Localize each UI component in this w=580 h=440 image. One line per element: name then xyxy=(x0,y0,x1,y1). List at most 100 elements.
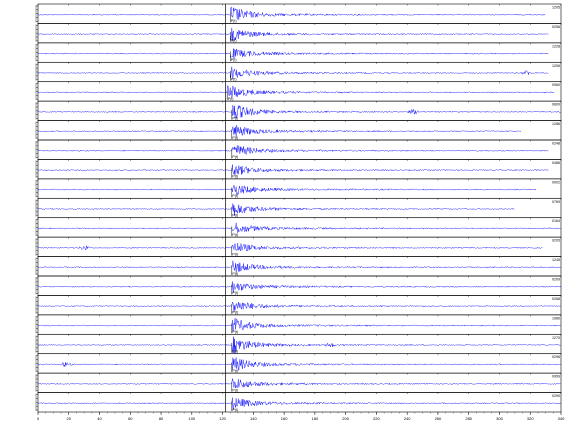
phase-label: P(t) xyxy=(232,233,238,237)
amplitude-ticks xyxy=(35,393,38,411)
x-tick-label: 300 xyxy=(496,416,503,421)
panel-frame xyxy=(37,23,562,44)
trace-panel: P(t) 1228 xyxy=(35,42,562,63)
trace-panel: P(t) 0209 xyxy=(35,275,562,296)
station-label: 0290 xyxy=(552,394,560,398)
waveform-trace xyxy=(37,185,537,195)
waveform-trace xyxy=(37,203,515,216)
waveform-trace xyxy=(37,105,561,119)
station-label: 0209 xyxy=(552,278,560,282)
trace-panel: P(t) 0960 xyxy=(35,81,562,102)
waveform-trace xyxy=(37,27,549,42)
phase-label: P(t) xyxy=(231,78,237,82)
waveform-trace xyxy=(37,397,561,410)
amplitude-ticks xyxy=(35,5,38,23)
phase-label: P(t) xyxy=(231,39,237,43)
amplitude-ticks xyxy=(35,82,38,101)
phase-label: P(t) xyxy=(232,350,238,354)
x-tick-label: 80 xyxy=(159,416,164,421)
x-tick-label: 180 xyxy=(312,416,319,421)
x-tick-label: 60 xyxy=(128,416,133,421)
station-label: 0205 xyxy=(552,239,560,243)
trace-panel: P(t) 0256 xyxy=(35,23,562,44)
trace-panel: P(t) 0290 xyxy=(35,392,562,413)
x-tick-label: 220 xyxy=(373,416,380,421)
phase-label: P(t) xyxy=(232,311,238,315)
station-label: 1080 xyxy=(552,316,560,320)
x-tick-label: 120 xyxy=(219,416,226,421)
phase-label: P(t) xyxy=(232,291,238,295)
panel-frame xyxy=(37,61,562,83)
station-label: 0248 xyxy=(552,142,560,146)
panel-frame xyxy=(37,178,562,199)
trace-panel: P(t) 1205 xyxy=(35,3,562,24)
panel-frame xyxy=(37,3,562,24)
panel-frame xyxy=(37,392,562,413)
x-axis: 0 20 40 60 80 100 120 140 160 180 200 220 240 260 280 3… xyxy=(37,412,565,421)
x-tick-label: 280 xyxy=(465,416,472,421)
phase-label: P(t) xyxy=(232,136,238,140)
waveform-trace xyxy=(37,66,549,79)
waveform-trace xyxy=(37,281,561,293)
panel-frame xyxy=(37,295,562,316)
station-label: 1270 xyxy=(552,336,560,340)
phase-label: P(t) xyxy=(232,408,238,412)
waveform-trace xyxy=(37,357,561,371)
waveform-trace xyxy=(37,301,561,313)
trace-panel: P(t) 0486 xyxy=(35,159,562,180)
amplitude-ticks xyxy=(35,277,38,295)
waveform-trace xyxy=(37,242,543,252)
x-tick-label: 260 xyxy=(435,416,442,421)
phase-label: P(t) xyxy=(232,214,238,218)
waveform-trace xyxy=(37,6,546,20)
panel-frame xyxy=(37,42,562,63)
amplitude-ticks xyxy=(35,354,38,373)
waveform-trace xyxy=(37,145,549,155)
phase-label: P(t) xyxy=(232,388,238,392)
amplitude-ticks xyxy=(35,160,38,178)
trace-panel: P(t) 0959 xyxy=(35,372,562,393)
trace-panel: P(t) 0248 xyxy=(35,139,562,160)
trace-panel: P(t) 0769 xyxy=(35,197,562,219)
station-label: 0959 xyxy=(552,375,560,379)
phase-label: P(t) xyxy=(228,97,234,101)
panel-frame xyxy=(37,372,562,393)
trace-panel: P(t) 0600 xyxy=(35,100,562,121)
trace-panel: P(t) 1080 xyxy=(35,314,562,335)
x-tick-label: 100 xyxy=(188,416,195,421)
panel-frame xyxy=(37,139,562,160)
amplitude-ticks xyxy=(35,121,38,139)
waveform-trace xyxy=(37,48,549,59)
x-tick-label: 160 xyxy=(281,416,288,421)
phase-label: P(t) xyxy=(232,272,238,276)
amplitude-ticks xyxy=(35,257,38,275)
station-label: 0296 xyxy=(552,355,560,359)
phase-label: P(t) xyxy=(231,19,237,23)
station-label: 1286 xyxy=(552,122,560,126)
x-tick-label: 40 xyxy=(97,416,102,421)
panel-frame xyxy=(37,236,562,257)
panel-frame xyxy=(37,256,562,277)
phase-label: P(t) xyxy=(231,58,237,62)
x-tick-label: 340 xyxy=(558,416,565,421)
panel-frame xyxy=(37,275,562,296)
station-label: 1245 xyxy=(552,258,560,262)
amplitude-ticks xyxy=(35,63,38,81)
x-tick-label: 240 xyxy=(404,416,411,421)
phase-label: P(t) xyxy=(232,330,238,334)
panel-frame xyxy=(37,100,562,121)
phase-label: P(t) xyxy=(232,175,238,179)
amplitude-ticks xyxy=(35,43,38,62)
trace-panel: P(t) 1270 xyxy=(35,333,562,355)
panel-frame xyxy=(37,353,562,374)
station-label: 0769 xyxy=(552,200,560,204)
waveform-trace xyxy=(37,378,561,389)
amplitude-ticks xyxy=(35,374,38,392)
waveform-trace xyxy=(37,125,521,137)
waveform-trace xyxy=(37,260,561,273)
trace-panels: P(t) 1205 P(t) 0256 P(t) 1228 P(t) 1206 P(t) 0960… xyxy=(35,3,562,413)
station-label: 1206 xyxy=(552,64,560,68)
x-tick-label: 140 xyxy=(250,416,257,421)
waveform-trace xyxy=(37,222,561,233)
